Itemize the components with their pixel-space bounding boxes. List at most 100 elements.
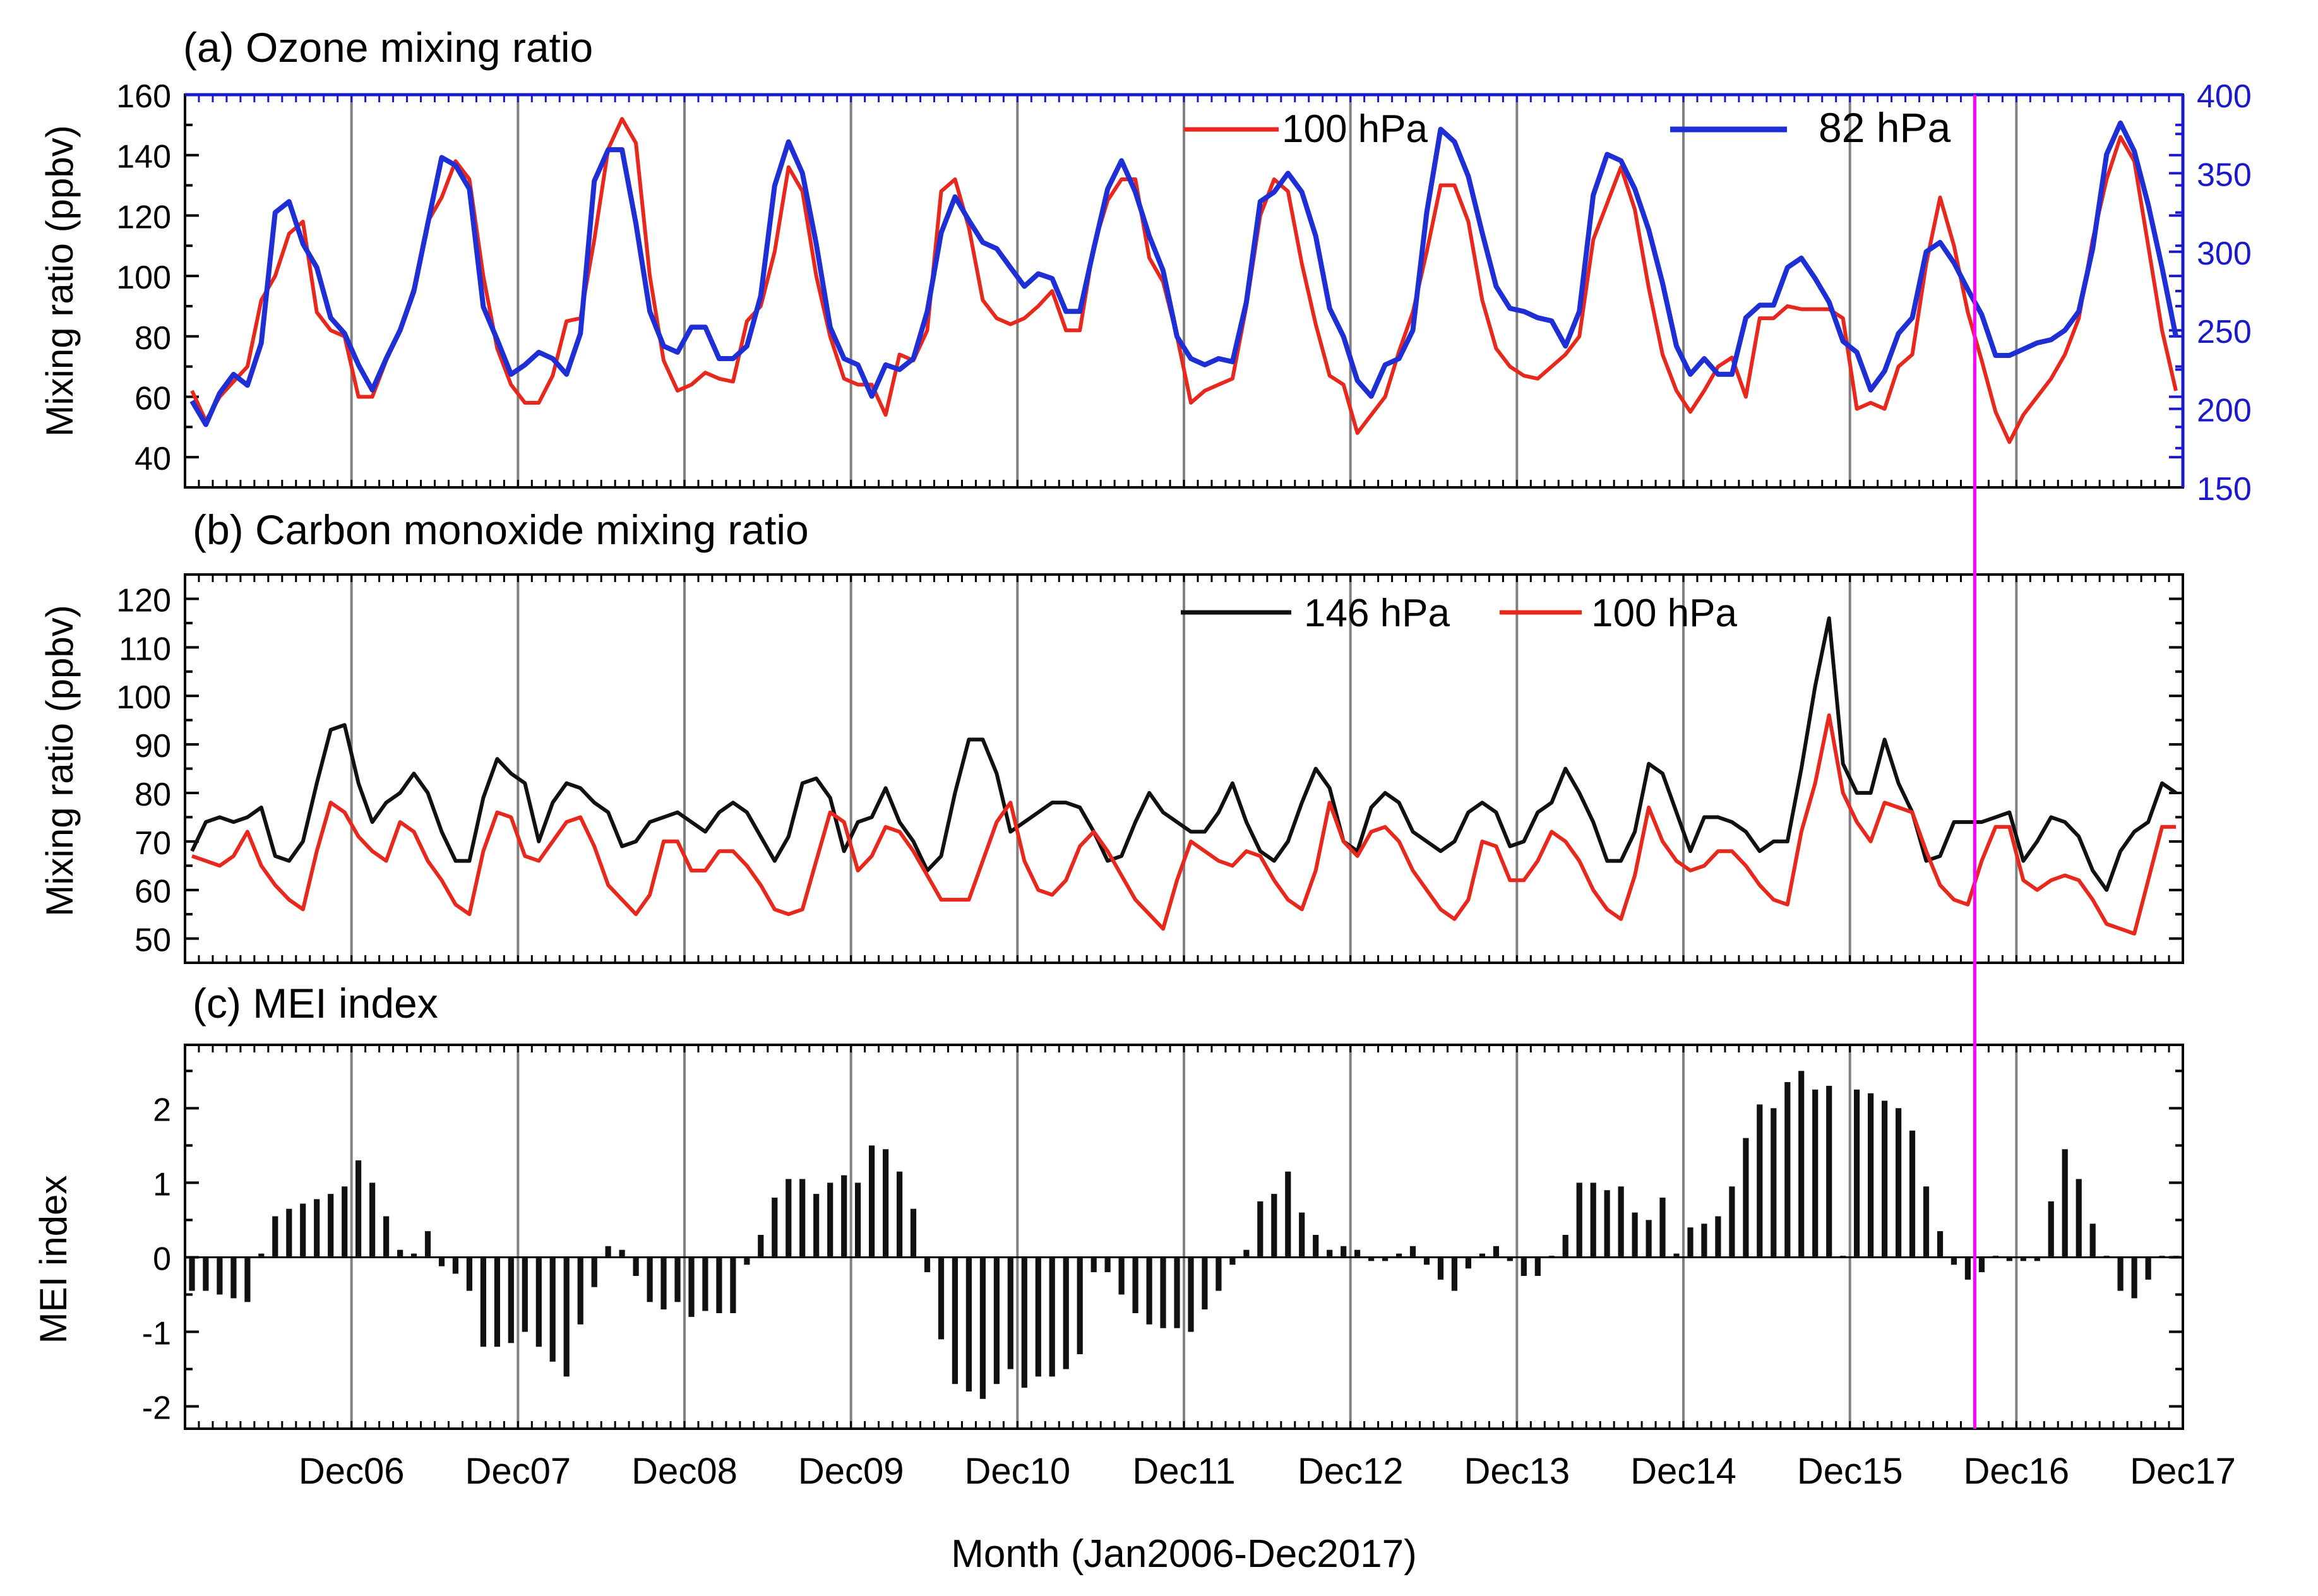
mei-bar: [1174, 1257, 1180, 1328]
mei-bar: [1646, 1220, 1652, 1258]
x-tick-label: Dec12: [1298, 1451, 1404, 1492]
y-tick-label: 100: [116, 679, 171, 716]
panel-c-title: (c) MEI index: [193, 980, 438, 1027]
mei-bar: [244, 1257, 251, 1302]
mei-bar: [369, 1182, 376, 1258]
x-tick-label: Dec13: [1464, 1451, 1570, 1492]
mei-bar: [1992, 1256, 1998, 1258]
mei-bar: [1798, 1071, 1805, 1258]
mei-bar: [1687, 1227, 1694, 1258]
mei-bar: [813, 1194, 820, 1258]
mei-bar: [1964, 1257, 1971, 1280]
mei-bar: [2131, 1257, 2137, 1299]
mei-bar: [869, 1145, 875, 1258]
mei-bar: [1923, 1186, 1930, 1258]
mei-bar: [1341, 1246, 1347, 1258]
x-tick-label: Dec07: [465, 1451, 571, 1492]
y-tick-label: 50: [134, 922, 171, 959]
x-tick-label: Dec11: [1132, 1451, 1235, 1492]
mei-bar: [1604, 1190, 1610, 1258]
x-axis-label: Month (Jan2006-Dec2017): [951, 1532, 1417, 1576]
mei-bar: [702, 1257, 708, 1311]
series-line-100-hpa: [191, 713, 2176, 936]
mei-bar: [758, 1235, 764, 1258]
legend-a-100hpa-label: 100 hPa: [1282, 107, 1428, 151]
mei-bar: [1784, 1082, 1791, 1258]
mei-bar: [2006, 1257, 2012, 1261]
mei-bar: [2048, 1201, 2054, 1258]
mei-bar: [1146, 1257, 1152, 1325]
mei-bar: [1882, 1100, 1888, 1258]
mei-bar: [535, 1257, 542, 1347]
mei-bar: [993, 1257, 1000, 1385]
mei-bar: [1049, 1257, 1055, 1377]
mei-bar: [438, 1257, 445, 1266]
mei-bar: [355, 1160, 362, 1258]
mei-bar: [1021, 1257, 1027, 1388]
mei-bar: [1590, 1182, 1596, 1258]
panel-c-ylabel: MEI index: [32, 1176, 75, 1344]
mei-bar: [452, 1257, 458, 1274]
mei-bar: [2103, 1256, 2110, 1258]
mei-bar: [1229, 1257, 1236, 1265]
legend-b-100hpa-label: 100 hPa: [1591, 592, 1738, 635]
mei-bar: [2062, 1149, 2068, 1258]
mei-bar: [1951, 1257, 1957, 1265]
x-tick-label: Dec06: [299, 1451, 405, 1492]
y-tick-label: 90: [134, 728, 171, 765]
mei-bar: [1243, 1249, 1250, 1258]
mei-bar: [660, 1257, 667, 1310]
y-tick-label: 2: [153, 1092, 171, 1128]
panel-a-ylabel: Mixing ratio (ppbv): [39, 125, 81, 437]
mei-bar: [1396, 1253, 1402, 1258]
panel-b-frame: [184, 573, 2184, 964]
mei-bar: [827, 1182, 833, 1258]
mei-bar: [1007, 1257, 1013, 1369]
mei-bar: [952, 1257, 958, 1385]
mei-bar: [1659, 1198, 1666, 1258]
mei-bar: [2020, 1257, 2026, 1261]
y2-tick-label: 300: [2197, 235, 2252, 272]
mei-bar: [466, 1257, 472, 1291]
mei-bar: [410, 1253, 417, 1258]
y-tick-label: 70: [134, 825, 171, 862]
panel-c-mei: (c) MEI index MEI index -2 -1 0 1 2: [32, 980, 2184, 1430]
y-tick-label: 120: [116, 199, 171, 235]
panel-b-series: [190, 616, 2177, 936]
mei-bar: [1285, 1171, 1291, 1258]
x-tick-label: Dec09: [798, 1451, 904, 1492]
y-tick-label: 140: [116, 139, 171, 176]
mei-bar: [314, 1199, 320, 1258]
y-tick-label: -1: [142, 1316, 171, 1352]
y-tick-label: 120: [116, 582, 171, 619]
mei-bar: [2089, 1224, 2096, 1258]
mei-bar: [605, 1246, 611, 1258]
mei-bar: [1840, 1256, 1846, 1258]
mei-bar: [924, 1257, 931, 1273]
series-line-82-hpa: [189, 120, 2178, 427]
mei-bar: [258, 1253, 265, 1258]
mei-bar: [979, 1257, 986, 1399]
mei-bar: [897, 1171, 903, 1258]
mei-bar: [1618, 1186, 1624, 1258]
panel-a-series: [189, 117, 2178, 444]
mei-bar: [688, 1257, 695, 1317]
panel-a-axes: 40 60 80 100 120 140 160 150 200 250 300 350 400: [116, 78, 2252, 508]
mei-bar: [1118, 1257, 1125, 1295]
mei-bar: [1368, 1257, 1375, 1261]
mei-bar: [2159, 1256, 2165, 1258]
panel-a-title: (a) Ozone mixing ratio: [183, 24, 593, 71]
mei-bar: [480, 1257, 486, 1347]
mei-bar: [730, 1257, 736, 1313]
mei-bar: [1090, 1257, 1097, 1273]
mei-bar: [1299, 1212, 1305, 1258]
mei-bar: [1715, 1216, 1721, 1258]
panel-a-legend: 100 hPa 82 hPa: [1184, 104, 1951, 151]
panel-a-ozone: (a) Ozone mixing ratio Mixing ratio (ppb…: [39, 24, 2252, 508]
mei-bar: [1257, 1201, 1264, 1258]
panel-c-grid: [350, 1045, 2018, 1429]
mei-bar: [910, 1208, 917, 1258]
mei-bar: [424, 1231, 431, 1258]
panel-b-grid: [350, 575, 2018, 963]
panel-c-bars: [185, 1071, 2183, 1399]
